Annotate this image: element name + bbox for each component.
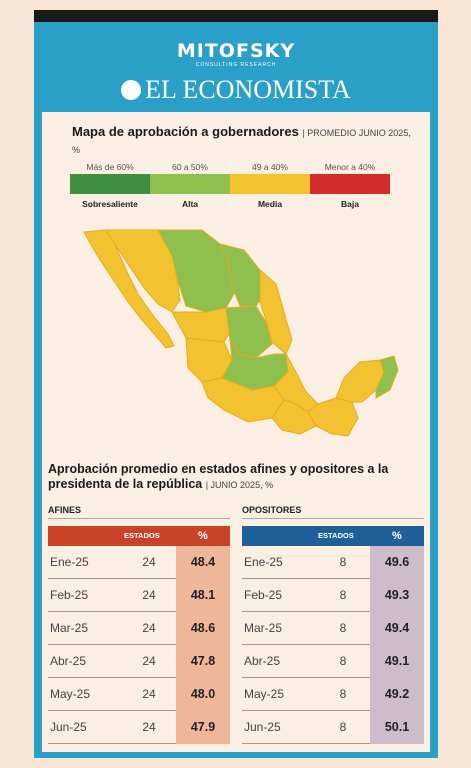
legend-range: 49 a 40% — [252, 162, 288, 172]
map-title: Mapa de aprobación a gobernadores | PROM… — [72, 124, 411, 155]
row-month: Mar-25 — [50, 621, 89, 635]
header-pct: % — [198, 530, 208, 542]
map-region-quintana-roo — [375, 355, 399, 399]
table-row: May-25 24 48.0 — [48, 678, 230, 711]
row-month: Abr-25 — [50, 654, 87, 668]
legend-item-alta: 60 a 50% Alta — [150, 162, 230, 218]
header-estados: ESTADOS — [124, 531, 160, 540]
row-estados: 8 — [339, 720, 347, 734]
afines-header: ESTADOS % — [48, 526, 230, 546]
legend-swatch — [70, 174, 150, 194]
row-pct: 49.2 — [370, 678, 424, 711]
row-month: Ene-25 — [50, 555, 89, 569]
row-pct: 49.3 — [370, 579, 424, 612]
mitofsky-tagline: CONSULTING RESEARCH — [195, 62, 277, 68]
legend-name: Baja — [341, 199, 359, 209]
row-pct: 49.6 — [370, 546, 424, 579]
map-region-chiapas — [307, 397, 359, 437]
row-month: Jun-25 — [50, 720, 87, 734]
divider — [48, 518, 230, 519]
row-pct: 47.8 — [176, 645, 230, 678]
table-row: Ene-25 24 48.4 — [48, 546, 230, 579]
row-month: May-25 — [50, 687, 91, 701]
table-row: Jun-25 24 47.9 — [48, 711, 230, 744]
table-row: May-25 8 49.2 — [242, 678, 424, 711]
table-row: Ene-25 8 49.6 — [242, 546, 424, 579]
row-estados: 24 — [142, 621, 156, 635]
row-month: Mar-25 — [244, 621, 283, 635]
table-subtitle: JUNIO 2025, % — [210, 480, 274, 490]
table-row: Mar-25 24 48.6 — [48, 612, 230, 645]
table-row: Mar-25 8 49.4 — [242, 612, 424, 645]
header: MITOFSKY CONSULTING RESEARCH EL ECONOMIS… — [34, 22, 438, 112]
legend-item-sobresaliente: Más de 60% Sobresaliente — [70, 162, 150, 218]
content-panel: Mapa de aprobación a gobernadores | PROM… — [42, 112, 430, 752]
map-subtitle: PROMEDIO JUNIO 2025, % — [72, 128, 411, 155]
mitofsky-logo: MITOFSKY — [176, 40, 296, 62]
divider — [242, 518, 424, 519]
row-estados: 24 — [142, 654, 156, 668]
legend-item-media: 49 a 40% Media — [230, 162, 310, 218]
opositores-header: ESTADOS % — [242, 526, 424, 546]
afines-label: AFINES — [48, 505, 82, 515]
map-region-baja — [83, 229, 175, 349]
legend-range: Más de 60% — [86, 162, 134, 172]
table-row: Jun-25 8 50.1 — [242, 711, 424, 744]
row-month: Ene-25 — [244, 555, 283, 569]
legend-swatch — [230, 174, 310, 194]
top-bar — [34, 10, 438, 22]
row-pct: 50.1 — [370, 711, 424, 744]
header-pct: % — [392, 530, 402, 542]
legend-item-baja: Menor a 40% Baja — [310, 162, 390, 218]
row-pct: 49.4 — [370, 612, 424, 645]
row-estados: 8 — [339, 555, 347, 569]
row-month: Abr-25 — [244, 654, 281, 668]
row-estados: 24 — [142, 588, 156, 602]
table-title: Aprobación promedio en estados afines y … — [48, 462, 389, 491]
row-pct: 49.1 — [370, 645, 424, 678]
legend-range: 60 a 50% — [172, 162, 208, 172]
row-estados: 24 — [142, 720, 156, 734]
table-row: Feb-25 8 49.3 — [242, 579, 424, 612]
row-pct: 48.6 — [176, 612, 230, 645]
table-row: Abr-25 8 49.1 — [242, 645, 424, 678]
row-pct: 47.9 — [176, 711, 230, 744]
infographic-frame: MITOFSKY CONSULTING RESEARCH EL ECONOMIS… — [34, 22, 438, 758]
map-legend: Más de 60% Sobresaliente 60 a 50% Alta 4… — [70, 162, 390, 218]
map-title-text: Mapa de aprobación a gobernadores — [72, 124, 299, 139]
legend-name: Alta — [181, 199, 199, 209]
table-row: Abr-25 24 47.8 — [48, 645, 230, 678]
el-economista-text: EL ECONOMISTA — [145, 75, 351, 104]
globe-icon — [121, 80, 142, 100]
row-month: Feb-25 — [244, 588, 283, 602]
row-pct: 48.1 — [176, 579, 230, 612]
el-economista-logo: EL ECONOMISTA — [34, 75, 438, 105]
row-estados: 24 — [142, 687, 156, 701]
row-pct: 48.4 — [176, 546, 230, 579]
afines-table: AFINES ESTADOS % Ene-25 24 48.4 Feb-25 24 48.… — [48, 504, 230, 744]
mexico-map — [83, 229, 399, 437]
row-pct: 48.0 — [176, 678, 230, 711]
legend-swatch — [150, 174, 230, 194]
row-estados: 8 — [339, 654, 347, 668]
row-estados: 8 — [339, 588, 347, 602]
opositores-label: OPOSITORES — [242, 505, 302, 515]
legend-name: Sobresaliente — [82, 199, 138, 209]
row-estados: 8 — [339, 621, 347, 635]
row-estados: 8 — [339, 687, 347, 701]
row-month: Jun-25 — [244, 720, 281, 734]
row-month: May-25 — [244, 687, 285, 701]
opositores-table: OPOSITORES ESTADOS % Ene-25 8 49.6 Feb-25 8 4… — [242, 504, 424, 744]
table-row: Feb-25 24 48.1 — [48, 579, 230, 612]
opositores-rows: Ene-25 8 49.6 Feb-25 8 49.3 Mar-25 8 49.4 Abr-25 8… — [242, 546, 424, 744]
legend-range: Menor a 40% — [324, 162, 376, 172]
legend-name: Media — [257, 199, 283, 209]
row-estados: 24 — [142, 555, 156, 569]
row-month: Feb-25 — [50, 588, 89, 602]
afines-rows: Ene-25 24 48.4 Feb-25 24 48.1 Mar-25 24 48.6 Abr-… — [48, 546, 230, 744]
legend-swatch — [310, 174, 390, 194]
header-estados: ESTADOS — [318, 531, 354, 540]
table-title-text: Aprobación promedio en estados afines y … — [48, 462, 389, 491]
